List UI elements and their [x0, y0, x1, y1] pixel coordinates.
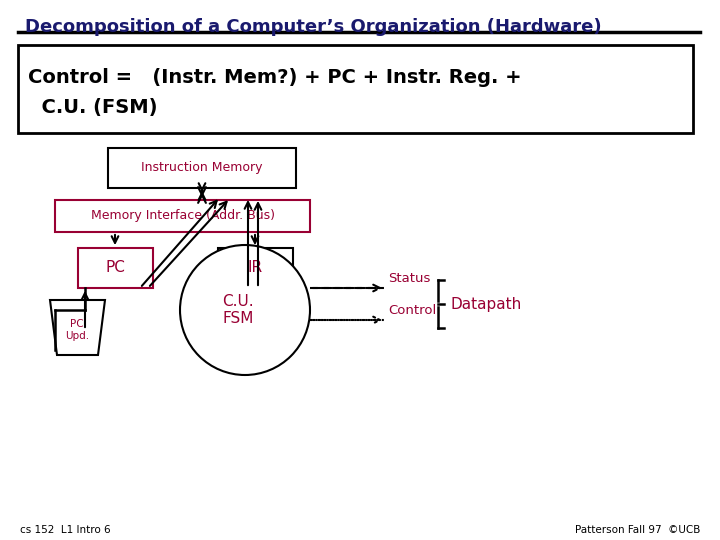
Text: Status: Status [388, 272, 431, 285]
Text: Memory Interface (Addr. Bus): Memory Interface (Addr. Bus) [91, 210, 275, 222]
Text: PC
Upd.: PC Upd. [65, 319, 89, 341]
Bar [218, 248, 293, 288]
Text: Instruction Memory: Instruction Memory [141, 161, 263, 174]
Polygon shape [50, 300, 105, 355]
Ellipse shape [180, 245, 310, 375]
Text: PC: PC [105, 260, 125, 275]
Text: Control =   (Instr. Mem?) + PC + Instr. Reg. +: Control = (Instr. Mem?) + PC + Instr. Re… [28, 68, 521, 87]
Text: Datapath: Datapath [450, 296, 521, 312]
Text: C.U. (FSM): C.U. (FSM) [28, 98, 158, 117]
Text: cs 152  L1 Intro 6: cs 152 L1 Intro 6 [20, 525, 111, 535]
Bar [108, 148, 296, 188]
Text: Decomposition of a Computer’s Organization (Hardware): Decomposition of a Computer’s Organizati… [25, 18, 602, 36]
Text: Control: Control [388, 304, 436, 317]
Bar [55, 200, 310, 232]
Text: C.U.
FSM: C.U. FSM [222, 294, 254, 326]
Text: Patterson Fall 97  ©UCB: Patterson Fall 97 ©UCB [575, 525, 700, 535]
Bar [18, 45, 693, 133]
Bar [78, 248, 153, 288]
Text: IR: IR [248, 260, 263, 275]
